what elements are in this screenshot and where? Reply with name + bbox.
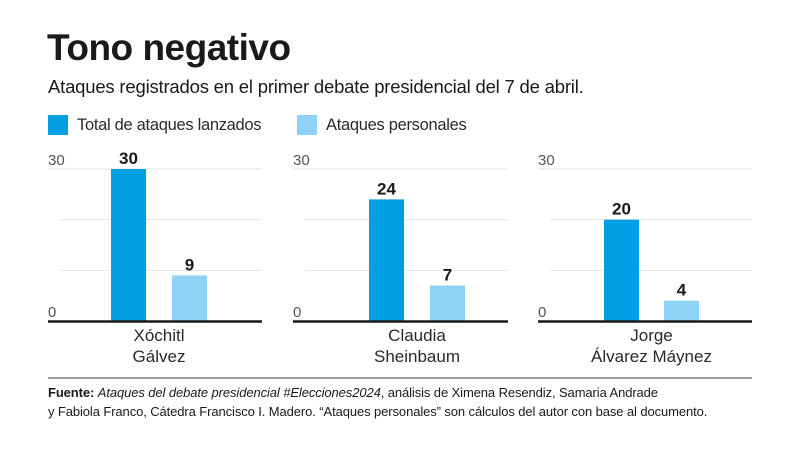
legend-swatch-total <box>48 115 68 135</box>
footnote-source-label: Fuente: <box>48 385 95 400</box>
bar-value-label: 9 <box>185 255 194 274</box>
y-tick-label: 0 <box>48 304 56 321</box>
y-tick-label: 30 <box>538 152 555 169</box>
footnote-separator <box>48 377 752 379</box>
bar-total <box>369 199 404 321</box>
y-tick-label: 30 <box>48 152 65 169</box>
y-tick-label: 30 <box>293 152 310 169</box>
legend-label-total: Total de ataques lanzados <box>77 115 262 134</box>
bar-total <box>604 219 639 321</box>
legend-swatch-personal <box>297 115 317 135</box>
chart-subtitle: Ataques registrados en el primer debate … <box>48 76 584 97</box>
legend-item-total: Total de ataques lanzados <box>48 114 262 136</box>
category-label: Sheinbaum <box>374 347 460 366</box>
category-label: Jorge <box>630 326 673 345</box>
category-label: Gálvez <box>133 347 186 366</box>
bar-value-label: 20 <box>612 200 631 219</box>
y-tick-label: 0 <box>293 304 301 321</box>
category-label: Claudia <box>388 326 446 345</box>
bar-value-label: 30 <box>119 149 138 168</box>
category-label: Álvarez Máynez <box>591 347 712 366</box>
bar-personal <box>172 275 207 321</box>
category-label: Xóchitl <box>133 326 184 345</box>
bar-personal <box>664 300 699 321</box>
bar-value-label: 24 <box>377 179 396 198</box>
bar-value-label: 4 <box>677 281 687 300</box>
legend-label-personal: Ataques personales <box>326 115 467 134</box>
bar-value-label: 7 <box>443 266 452 285</box>
y-tick-label: 0 <box>538 304 546 321</box>
bar-personal <box>430 285 465 321</box>
footnote: Fuente: Ataques del debate presidencial … <box>48 383 768 421</box>
footnote-source-title: Ataques del debate presidencial #Eleccio… <box>97 385 381 400</box>
chart-title: Tono negativo <box>47 27 291 68</box>
bar-total <box>111 169 146 321</box>
footnote-line2: y Fabiola Franco, Cátedra Francisco I. M… <box>48 404 708 419</box>
footnote-rest-line1: , análisis de Ximena Resendiz, Samaria A… <box>380 385 658 400</box>
legend-item-personal: Ataques personales <box>297 114 467 136</box>
